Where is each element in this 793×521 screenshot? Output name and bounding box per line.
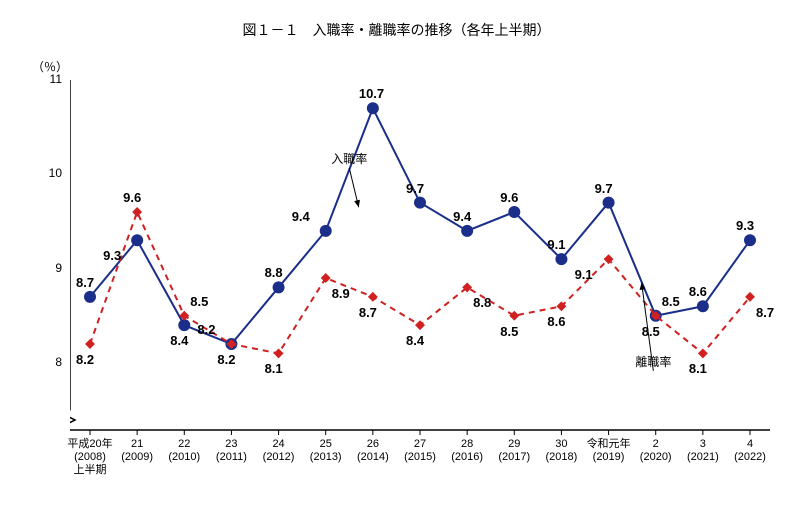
ytick-label: 9 [40, 261, 62, 275]
data-point-label: 8.4 [170, 333, 188, 348]
data-point-label: 8.4 [406, 333, 424, 348]
chart-plot-area: 891011平成20年 (2008) 上半期21 (2009)22 (2010)… [70, 80, 770, 490]
data-point-label: 10.7 [359, 86, 384, 101]
data-point-label: 8.5 [190, 294, 208, 309]
data-point-label: 8.7 [359, 305, 377, 320]
data-point-label: 9.1 [547, 237, 565, 252]
data-point-label: 8.1 [689, 361, 707, 376]
data-point-label: 9.7 [595, 181, 613, 196]
data-point-label: 8.8 [473, 295, 491, 310]
data-point-label: 8.7 [76, 275, 94, 290]
data-point-label: 8.2 [217, 352, 235, 367]
data-point-label: 9.1 [575, 267, 593, 282]
data-point-label: 8.5 [500, 324, 518, 339]
xtick-label: 4 (2022) [722, 438, 778, 464]
series-annotation: 離職率 [635, 353, 671, 370]
data-point-label: 8.2 [76, 352, 94, 367]
ytick-label: 8 [40, 355, 62, 369]
data-point-label: 8.9 [332, 286, 350, 301]
data-point-label: 9.6 [123, 190, 141, 205]
ytick-label: 11 [40, 72, 62, 86]
data-point-label: 8.8 [265, 265, 283, 280]
series-annotation: 入職率 [331, 150, 367, 167]
data-point-label: 8.2 [197, 322, 215, 337]
data-point-label: 9.6 [500, 190, 518, 205]
data-point-label: 9.4 [292, 209, 310, 224]
chart-title: 図１－１ 入職率・離職率の推移（各年上半期） [0, 20, 793, 40]
data-point-label: 8.5 [642, 324, 660, 339]
data-point-label: 8.6 [689, 284, 707, 299]
data-point-label: 8.7 [756, 305, 774, 320]
chart-svg [70, 80, 793, 440]
ytick-label: 10 [40, 166, 62, 180]
data-point-label: 8.6 [547, 314, 565, 329]
data-point-label: 9.3 [736, 218, 754, 233]
data-point-label: 8.1 [265, 361, 283, 376]
data-point-label: 9.3 [103, 248, 121, 263]
data-point-label: 9.7 [406, 181, 424, 196]
data-point-label: 9.4 [453, 209, 471, 224]
data-point-label: 8.5 [662, 294, 680, 309]
